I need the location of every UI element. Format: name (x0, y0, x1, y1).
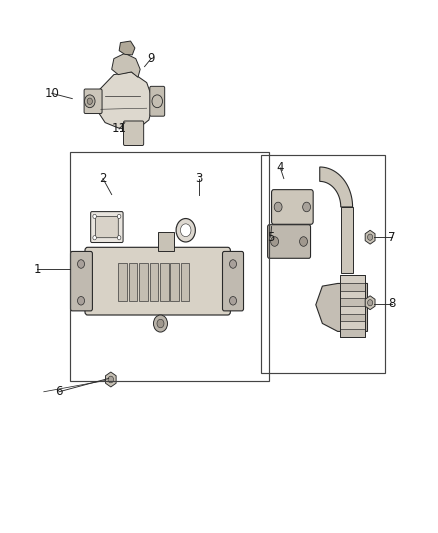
FancyBboxPatch shape (91, 212, 123, 243)
Circle shape (367, 234, 373, 240)
Bar (158, 232, 174, 251)
Circle shape (93, 214, 96, 219)
Circle shape (271, 237, 279, 246)
Bar (170, 263, 179, 301)
FancyBboxPatch shape (95, 216, 118, 238)
Circle shape (367, 300, 373, 306)
Polygon shape (106, 372, 116, 387)
Circle shape (180, 224, 191, 237)
Text: 7: 7 (388, 231, 396, 244)
Text: 1: 1 (33, 263, 41, 276)
FancyBboxPatch shape (71, 252, 92, 311)
Circle shape (300, 237, 307, 246)
Bar (340, 306, 365, 314)
FancyBboxPatch shape (85, 247, 230, 315)
Circle shape (157, 319, 164, 328)
Polygon shape (365, 230, 375, 244)
Circle shape (78, 260, 85, 268)
FancyBboxPatch shape (268, 225, 311, 259)
Circle shape (87, 98, 92, 104)
Bar (340, 276, 365, 283)
Circle shape (117, 214, 121, 219)
Text: 10: 10 (44, 87, 59, 100)
Bar (340, 329, 365, 337)
FancyBboxPatch shape (223, 252, 244, 311)
Bar (340, 314, 365, 321)
Bar (181, 263, 190, 301)
FancyBboxPatch shape (150, 86, 165, 116)
Text: 11: 11 (112, 123, 127, 135)
Circle shape (230, 296, 237, 305)
Bar (160, 263, 169, 301)
Circle shape (78, 296, 85, 305)
Bar (118, 263, 127, 301)
Text: 9: 9 (147, 52, 155, 65)
Circle shape (108, 376, 113, 383)
Text: 5: 5 (267, 231, 274, 244)
Bar (340, 290, 365, 298)
FancyBboxPatch shape (124, 121, 144, 146)
Circle shape (176, 219, 195, 242)
Circle shape (93, 236, 96, 240)
Text: 8: 8 (389, 297, 396, 310)
Text: 4: 4 (276, 161, 284, 174)
Text: 6: 6 (55, 385, 63, 398)
Bar (129, 263, 138, 301)
Polygon shape (96, 72, 153, 131)
FancyBboxPatch shape (272, 190, 313, 224)
Bar (340, 283, 365, 290)
Circle shape (274, 202, 282, 212)
Polygon shape (365, 296, 375, 310)
Circle shape (153, 315, 167, 332)
Bar (341, 207, 353, 273)
Polygon shape (320, 167, 353, 207)
Circle shape (303, 202, 311, 212)
Bar (139, 263, 148, 301)
Bar (340, 276, 365, 337)
Text: 3: 3 (196, 172, 203, 185)
Circle shape (85, 95, 95, 108)
Bar (340, 298, 365, 306)
Text: 2: 2 (99, 172, 107, 185)
Circle shape (230, 260, 237, 268)
Polygon shape (316, 284, 367, 332)
Circle shape (117, 236, 121, 240)
Bar (261, 155, 385, 373)
Bar (340, 321, 365, 329)
Polygon shape (119, 41, 135, 55)
Polygon shape (112, 53, 140, 77)
FancyBboxPatch shape (84, 89, 102, 114)
Bar (150, 263, 158, 301)
Bar (70, 152, 269, 381)
